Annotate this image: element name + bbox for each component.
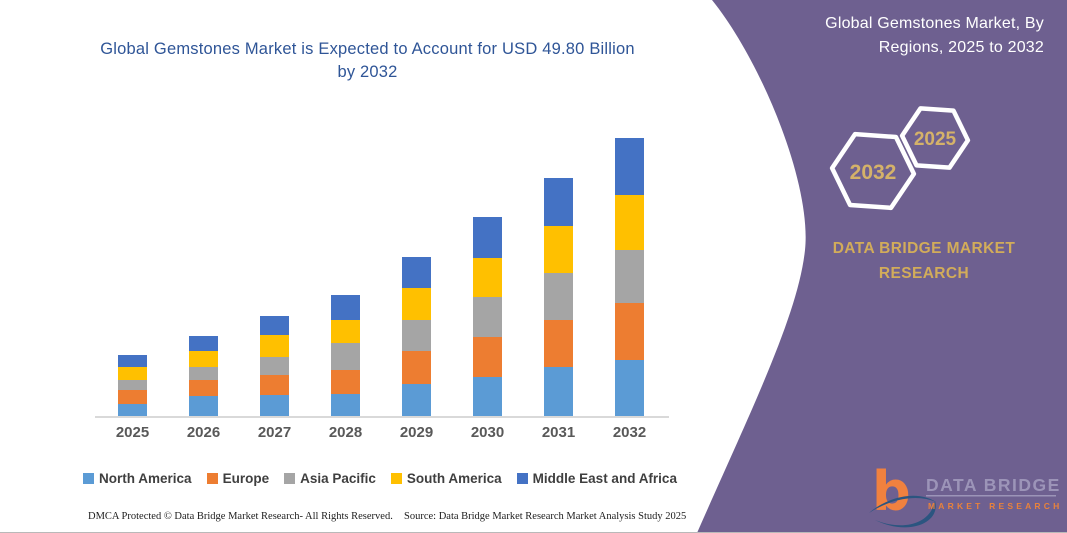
x-axis-label: 2028: [328, 424, 363, 441]
logo-swoosh-upper: [869, 495, 936, 513]
bar-segment: [473, 296, 502, 338]
legend-label: North America: [99, 471, 192, 486]
bar-segment: [402, 288, 431, 320]
source-note: Source: Data Bridge Market Research Mark…: [404, 511, 687, 522]
x-axis-label: 2030: [470, 424, 505, 441]
bar-segment: [189, 336, 218, 352]
bar-segment: [118, 403, 147, 416]
bar-segment: [402, 320, 431, 351]
side-panel-title: Global Gemstones Market, By Regions, 202…: [825, 15, 1044, 56]
bar-segment: [260, 356, 289, 376]
bar-segment: [331, 320, 360, 344]
bar-segment: [189, 396, 218, 416]
bar-segment: [615, 249, 644, 304]
bar-segment: [473, 337, 502, 377]
bar-segment: [473, 217, 502, 259]
chart-legend: North America Europe Asia Pacific South Ame…: [83, 471, 677, 486]
bar-segment: [118, 389, 147, 404]
bar-segment: [331, 295, 360, 321]
legend-swatch: [284, 473, 296, 484]
bar-segment: [189, 351, 218, 368]
bar-segment: [118, 355, 147, 368]
logo-b-glyph: b: [872, 461, 911, 523]
legend-swatch: [83, 473, 95, 484]
legend-label: Europe: [222, 471, 270, 486]
bar-segment: [331, 393, 360, 416]
legend-item: North America: [83, 471, 192, 486]
bar-segment: [189, 367, 218, 380]
bar-segment: [473, 258, 502, 297]
dmca-notice: DMCA Protected © Data Bridge Market Rese…: [88, 511, 393, 522]
bar-segment: [402, 383, 431, 416]
bar-segment: [331, 370, 360, 394]
hexagon-2032: [829, 131, 917, 211]
bar-segment: [189, 379, 218, 397]
legend-label: Middle East and Africa: [532, 471, 677, 486]
logo-line2: MARKET RESEARCH: [928, 501, 1062, 511]
x-axis-label: 2026: [186, 424, 221, 441]
bar-segment: [615, 303, 644, 361]
chart-title: Global Gemstones Market is Expected to A…: [100, 40, 635, 81]
bar-segment: [260, 375, 289, 395]
bar-segment: [615, 195, 644, 250]
bar-segment: [118, 367, 147, 380]
x-axis-label: 2031: [541, 424, 576, 441]
legend-swatch: [206, 473, 218, 484]
legend-label: South America: [406, 471, 502, 486]
bar-segment: [402, 350, 431, 384]
bar-segment: [118, 379, 147, 390]
legend-item: Asia Pacific: [284, 471, 376, 486]
dbmr-logo: b DATA BRIDGE MARKET RESEARCH: [869, 461, 1062, 528]
legend-swatch: [390, 473, 402, 484]
chart-footer: DMCA Protected © Data Bridge Market Rese…: [0, 509, 700, 529]
year-hexagons: 2032 2025: [829, 106, 971, 211]
legend-item: Middle East and Africa: [516, 471, 677, 486]
x-axis-label: 2027: [257, 424, 292, 441]
brand-wordmark: DATA BRIDGE MARKET RESEARCH: [832, 240, 1016, 282]
x-axis-label: 2029: [399, 424, 434, 441]
bar-segment: [402, 256, 431, 289]
bar-segment: [260, 394, 289, 416]
hexagon-2025: [899, 106, 971, 170]
x-axis-line: [95, 416, 669, 418]
legend-item: South America: [390, 471, 502, 486]
bar-segment: [473, 376, 502, 416]
bar-segment: [615, 138, 644, 196]
legend-label: Asia Pacific: [300, 471, 376, 486]
bar-segment: [615, 360, 644, 416]
x-axis-label: 2032: [612, 424, 647, 441]
bar-segment: [260, 315, 289, 336]
bar-segment: [544, 320, 573, 368]
hexagon-2032-label: 2032: [850, 161, 897, 184]
purple-wedge-shape: [697, 0, 1067, 532]
bar-segment: [544, 273, 573, 320]
legend-swatch: [516, 473, 528, 484]
bar-segment: [544, 178, 573, 227]
logo-underline: [926, 495, 1056, 497]
bar-segment: [544, 367, 573, 416]
legend-item: Europe: [206, 471, 270, 486]
bar-segment: [331, 343, 360, 371]
bar-segment: [260, 335, 289, 357]
x-axis-label: 2025: [115, 424, 150, 441]
logo-swoosh-lower: [875, 501, 936, 528]
hexagon-2025-label: 2025: [914, 129, 957, 150]
bar-segment: [544, 226, 573, 274]
logo-line1: DATA BRIDGE: [926, 475, 1061, 495]
